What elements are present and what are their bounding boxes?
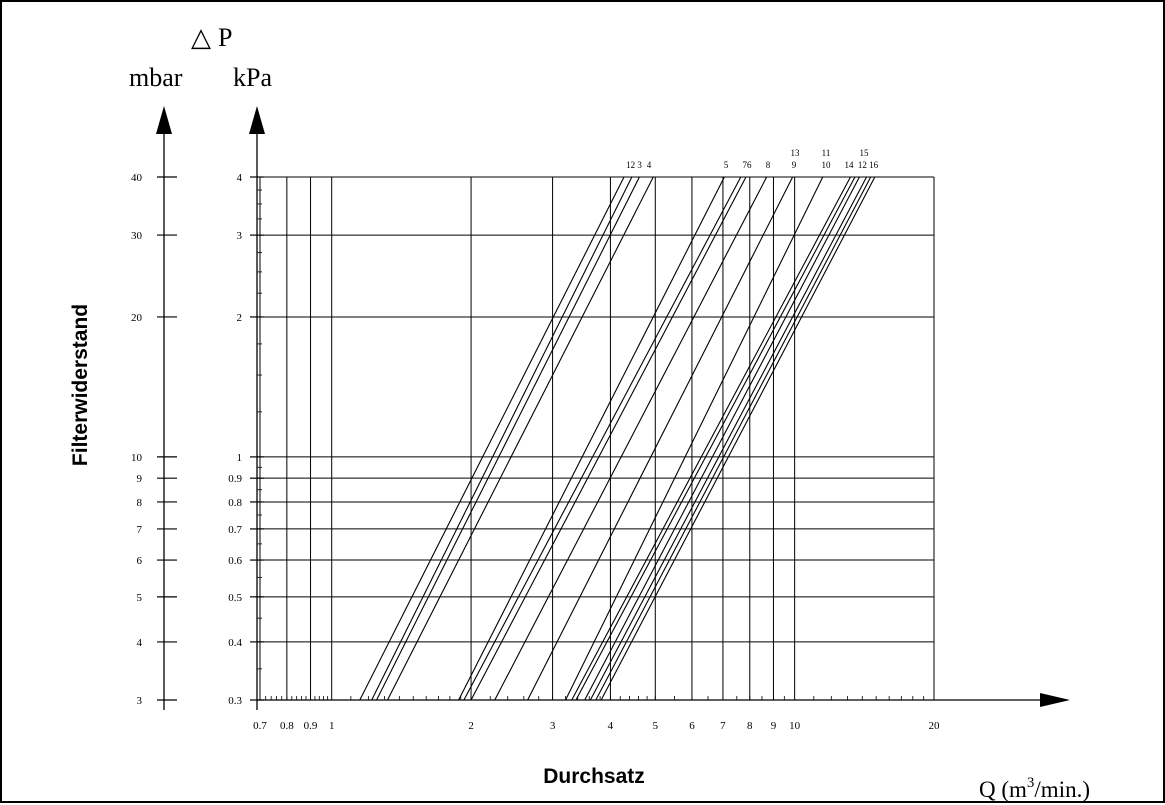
series-line-3 [376,176,640,701]
x-tick-label: 9 [771,720,777,732]
y-tick-label-kpa: 3 [237,230,243,242]
x-tick-label: 6 [689,720,695,732]
series-line-9 [527,176,794,701]
x-tick-label: 5 [653,720,659,732]
series-line-5 [458,176,725,701]
y-tick-label-kpa: 0.6 [228,555,242,567]
y-tick-label-mbar: 7 [137,524,143,536]
series-line-6 [470,176,747,701]
curve-label: 5 [724,160,729,170]
series-line-13 [575,176,856,701]
y-tick-label-mbar: 5 [137,592,143,604]
x-axis-arrow [1040,693,1070,707]
x-axis-title: Durchsatz [543,765,645,788]
delta-var: P [218,23,232,52]
series-line-14 [571,176,851,701]
x-tick-label: 0.7 [253,720,267,732]
x-tick-label: 8 [747,720,753,732]
x-tick-label: 4 [608,720,614,732]
y-unit-mbar: mbar [129,63,183,92]
y-tick-label-kpa: 0.3 [228,695,242,707]
y-axis-mbar-arrow [156,106,172,134]
y-tick-label-kpa: 0.8 [228,497,242,509]
curve-label: 76 [743,160,753,170]
series-line-11 [584,176,860,701]
y-tick-label-kpa: 4 [237,172,243,184]
curve-label: 15 [860,148,870,158]
x-tick-label: 0.8 [280,720,294,732]
minor-ticks [257,189,925,700]
y-axis-kpa-arrow [249,106,265,134]
y-tick-label-mbar: 4 [137,637,143,649]
y-tick-label-mbar: 30 [131,230,143,242]
series-line-8 [494,176,768,701]
curve-label: 14 [845,160,855,170]
series-line-16 [600,176,876,701]
y-tick-label-kpa: 0.4 [228,637,242,649]
y-tick-label-mbar: 8 [137,497,143,509]
series-line-2 [371,176,633,701]
series-line-4 [387,176,654,701]
x-tick-label: 3 [550,720,556,732]
x-unit-prefix: Q (m [979,777,1027,802]
series-line-7 [463,176,742,701]
y-tick-label-mbar: 6 [137,555,143,567]
series-line-1 [359,176,625,701]
series-line-12 [589,176,868,701]
series-line-15 [595,176,872,701]
y-tick-label-kpa: 0.5 [228,592,242,604]
x-axis-unit: Q (m3/min.) [979,775,1090,802]
curve-label: 11 [822,148,831,158]
y-tick-label-mbar: 3 [137,695,143,707]
y-tick-label-mbar: 10 [131,452,143,464]
curve-label: 8 [766,160,771,170]
x-tick-label: 0.9 [304,720,318,732]
curve-labels: 12 3 4 5 76 8 9 10 14 12 16 13 11 15 [626,148,879,170]
y-tick-label-kpa: 0.7 [228,524,242,536]
x-ticks: 0.7 0.8 0.9 1 2 3 4 5 6 7 8 9 10 20 [253,720,940,732]
curve-label: 4 [647,160,652,170]
y-axis-title: Filterwiderstand [69,304,92,466]
y-tick-label-kpa: 2 [237,312,243,324]
y-ticks: 0.3 3 0.4 4 0.5 5 0.6 6 0.7 7 0.8 8 0.9 9 1 10 2 20 3 30 4 40 [131,172,264,707]
x-tick-label: 1 [329,720,335,732]
curve-label: 13 [791,148,801,158]
y-tick-label-mbar: 9 [137,473,143,485]
x-unit-exp: 3 [1027,775,1035,791]
x-tick-label: 2 [468,720,474,732]
x-unit-suffix: /min.) [1034,777,1090,802]
axes [156,106,1070,710]
y-tick-label-mbar: 40 [131,172,143,184]
x-tick-label: 7 [720,720,726,732]
curve-label: 10 [822,160,832,170]
delta-symbol: △ [191,23,211,52]
series-lines [359,176,876,701]
series-line-10 [565,176,824,701]
y-tick-label-mbar: 20 [131,312,143,324]
curve-label: 9 [792,160,797,170]
y-tick-label-kpa: 0.9 [228,473,242,485]
y-tick-label-kpa: 1 [237,452,243,464]
x-tick-label: 10 [789,720,801,732]
curve-label: 12 3 [626,160,642,170]
grid [257,176,935,701]
y-unit-kpa: kPa [233,63,272,92]
curve-label: 12 16 [858,160,879,170]
x-tick-label: 20 [929,720,941,732]
